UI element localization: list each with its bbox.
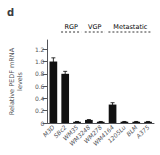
- svg-text:d: d: [7, 7, 14, 18]
- svg-text:VGP: VGP: [88, 23, 101, 31]
- svg-text:WM3248: WM3248: [67, 123, 92, 148]
- svg-text:1.0: 1.0: [35, 58, 45, 65]
- svg-text:WM35: WM35: [61, 123, 80, 142]
- svg-text:0: 0: [41, 120, 45, 127]
- svg-text:RGP: RGP: [64, 23, 78, 31]
- svg-text:1.2: 1.2: [35, 46, 45, 53]
- svg-text:levels: levels: [16, 71, 24, 90]
- svg-text:A375: A375: [134, 123, 151, 140]
- svg-text:M3D: M3D: [41, 123, 56, 139]
- svg-text:0.2: 0.2: [35, 107, 45, 114]
- svg-text:0.8: 0.8: [35, 70, 45, 77]
- svg-text:WM4164: WM4164: [91, 123, 115, 148]
- svg-text:0.6: 0.6: [35, 83, 45, 90]
- svg-text:Relative PEDF mRNA: Relative PEDF mRNA: [8, 47, 16, 115]
- svg-text:1205Lu: 1205Lu: [106, 123, 127, 144]
- svg-text:SBc2: SBc2: [52, 123, 68, 140]
- svg-text:WM278: WM278: [82, 123, 104, 145]
- svg-text:BLM: BLM: [124, 123, 139, 138]
- svg-text:0.4: 0.4: [35, 95, 45, 102]
- svg-text:Metastatic: Metastatic: [113, 23, 147, 31]
